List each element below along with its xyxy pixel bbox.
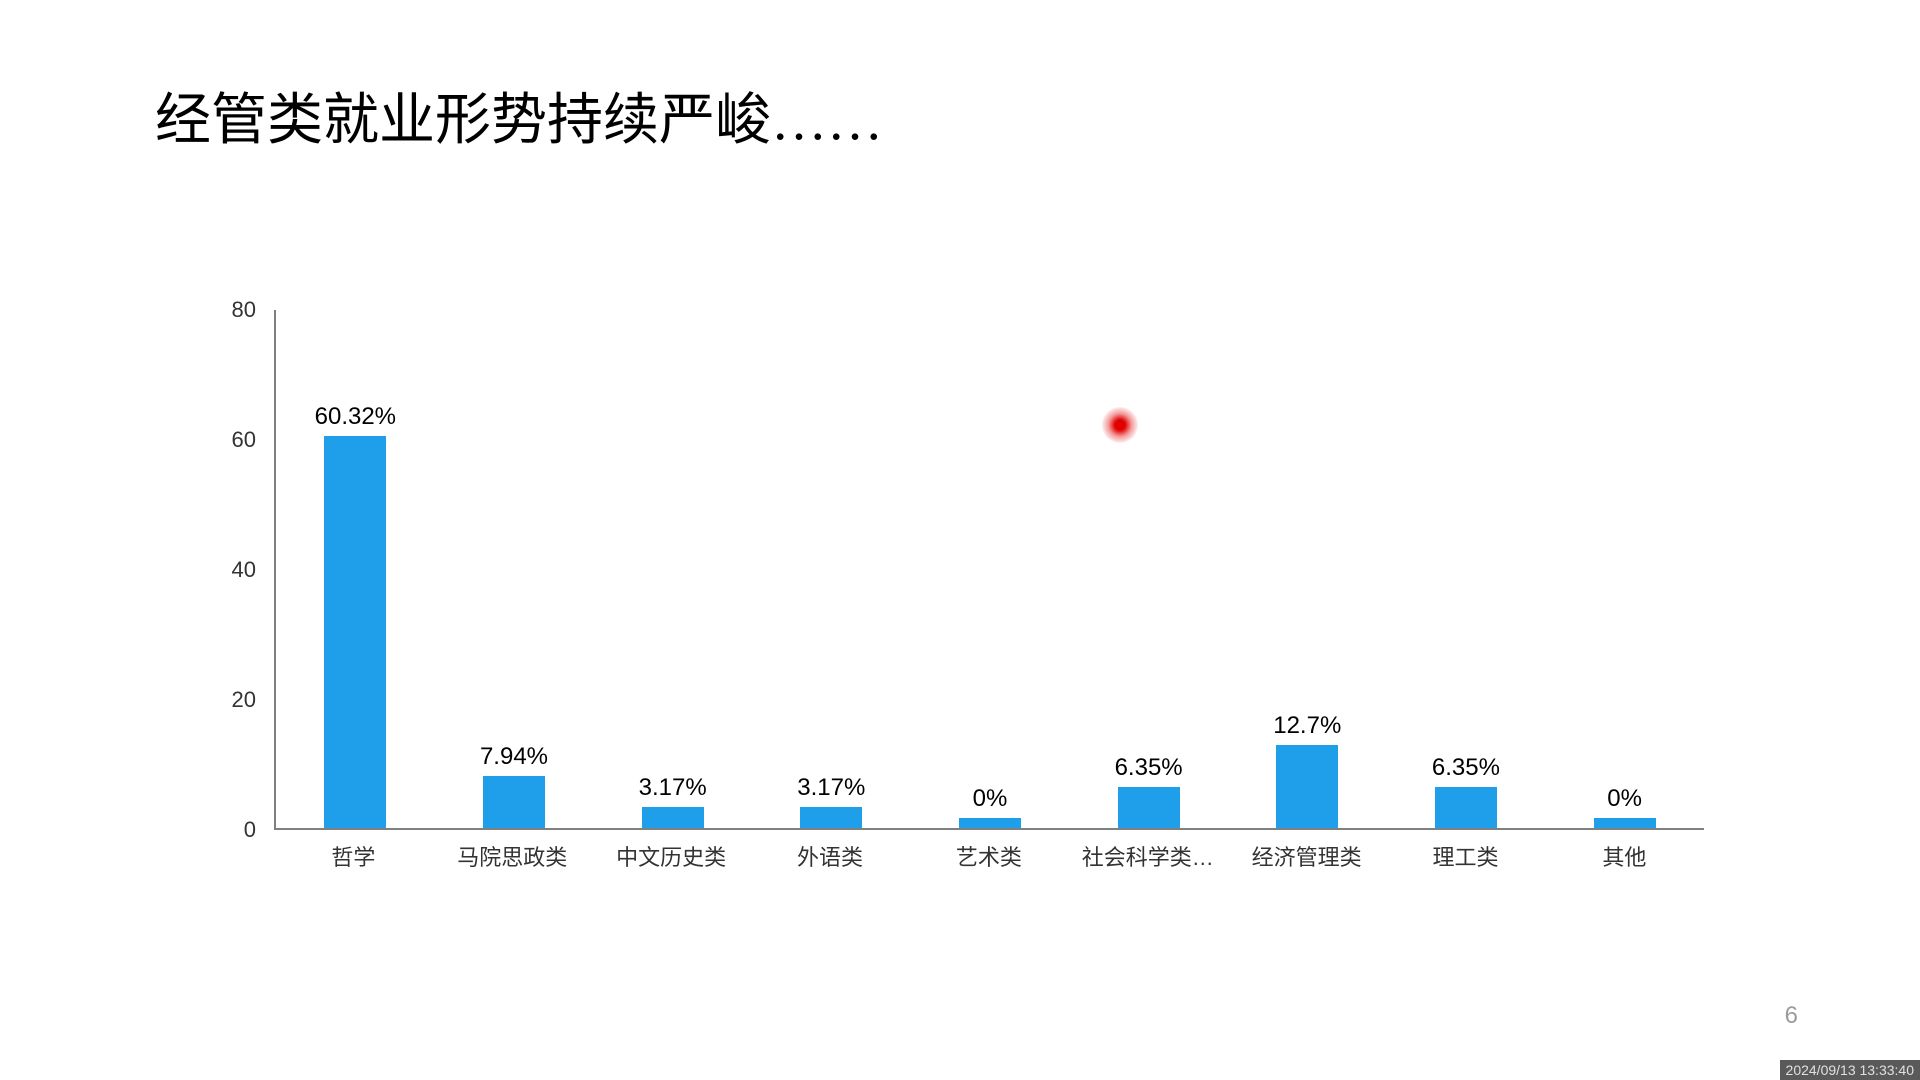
y-tick-label: 20 — [232, 687, 256, 713]
bar — [1276, 745, 1338, 828]
bar — [483, 776, 545, 828]
bar-group: 6.35% — [1071, 754, 1226, 828]
y-tick-label: 0 — [244, 817, 256, 843]
bar-chart: 806040200 60.32%7.94%3.17%3.17%0%6.35%12… — [206, 310, 1706, 870]
bar-value-label: 0% — [1607, 785, 1642, 813]
bar-group: 0% — [1547, 785, 1702, 828]
x-axis-labels: 哲学马院思政类中文历史类外语类艺术类社会科学类…经济管理类理工类其他 — [274, 840, 1704, 872]
bar-group: 12.7% — [1230, 712, 1385, 828]
y-axis: 806040200 — [206, 310, 274, 830]
bar-value-label: 3.17% — [639, 774, 707, 802]
x-axis-label: 经济管理类 — [1229, 840, 1384, 872]
y-tick-label: 80 — [232, 297, 256, 323]
bar-group: 60.32% — [278, 403, 433, 828]
laser-pointer-icon — [1102, 407, 1138, 443]
y-tick-label: 40 — [232, 557, 256, 583]
timestamp-overlay: 2024/09/13 13:33:40 — [1780, 1060, 1920, 1080]
bar — [1118, 787, 1180, 828]
x-axis-label: 社会科学类… — [1070, 840, 1225, 872]
bar-value-label: 3.17% — [797, 774, 865, 802]
bar-group: 0% — [912, 785, 1067, 828]
bar-value-label: 60.32% — [315, 403, 396, 431]
plot-area: 60.32% 7.94% 3.17% 3.17% 0% 6.35% 12.7% 6.35% 0% — [274, 310, 1704, 830]
bar-group: 6.35% — [1388, 754, 1543, 828]
bar — [1435, 787, 1497, 828]
x-axis-label: 哲学 — [276, 840, 431, 872]
bar-value-label: 6.35% — [1115, 754, 1183, 782]
x-axis-label: 马院思政类 — [435, 840, 590, 872]
bar — [800, 807, 862, 828]
x-axis-label: 外语类 — [753, 840, 908, 872]
x-axis-label: 艺术类 — [911, 840, 1066, 872]
bar-group: 3.17% — [754, 774, 909, 828]
bar-value-label: 7.94% — [480, 743, 548, 771]
bar-value-label: 12.7% — [1273, 712, 1341, 740]
page-number: 6 — [1785, 1002, 1798, 1030]
bar — [642, 807, 704, 828]
bar — [324, 436, 386, 828]
bar-value-label: 6.35% — [1432, 754, 1500, 782]
x-axis-label: 其他 — [1547, 840, 1702, 872]
bars-container: 60.32% 7.94% 3.17% 3.17% 0% 6.35% 12.7% 6.35% 0% — [276, 310, 1704, 828]
bar-group: 7.94% — [436, 743, 591, 828]
bar-group: 3.17% — [595, 774, 750, 828]
page-title: 经管类就业形势持续严峻…… — [155, 75, 883, 156]
y-tick-label: 60 — [232, 427, 256, 453]
bar-value-label: 0% — [973, 785, 1008, 813]
bar — [959, 818, 1021, 828]
x-axis-label: 理工类 — [1388, 840, 1543, 872]
x-axis-label: 中文历史类 — [594, 840, 749, 872]
bar — [1594, 818, 1656, 828]
